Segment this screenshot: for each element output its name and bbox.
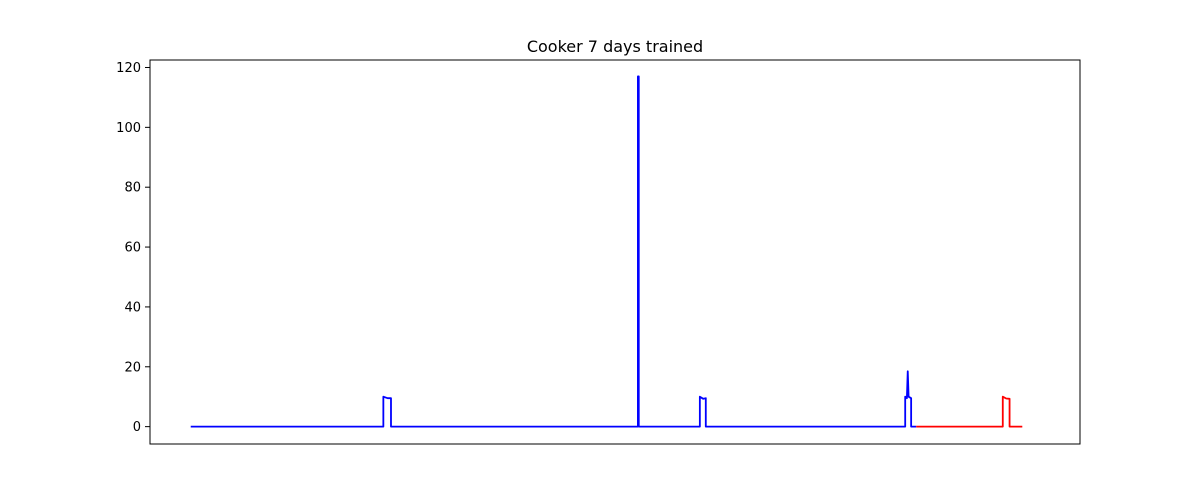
y-tick-label-5: 100 [116,121,141,136]
y-tick-label-6: 120 [116,61,141,76]
y-axis: 0 20 40 60 80 100 120 [116,61,150,435]
y-tick-label-1: 20 [124,360,141,375]
series-line-0 [190,75,917,428]
y-tick-label-4: 80 [124,181,141,196]
series-layer [190,75,1023,428]
y-tick-label-3: 60 [124,241,141,256]
y-tick-label-0: 0 [133,420,141,435]
series-line-1 [916,395,1023,428]
chart-title: Cooker 7 days trained [527,37,703,56]
plot-frame [149,59,1081,445]
y-tick-label-2: 40 [124,300,141,315]
